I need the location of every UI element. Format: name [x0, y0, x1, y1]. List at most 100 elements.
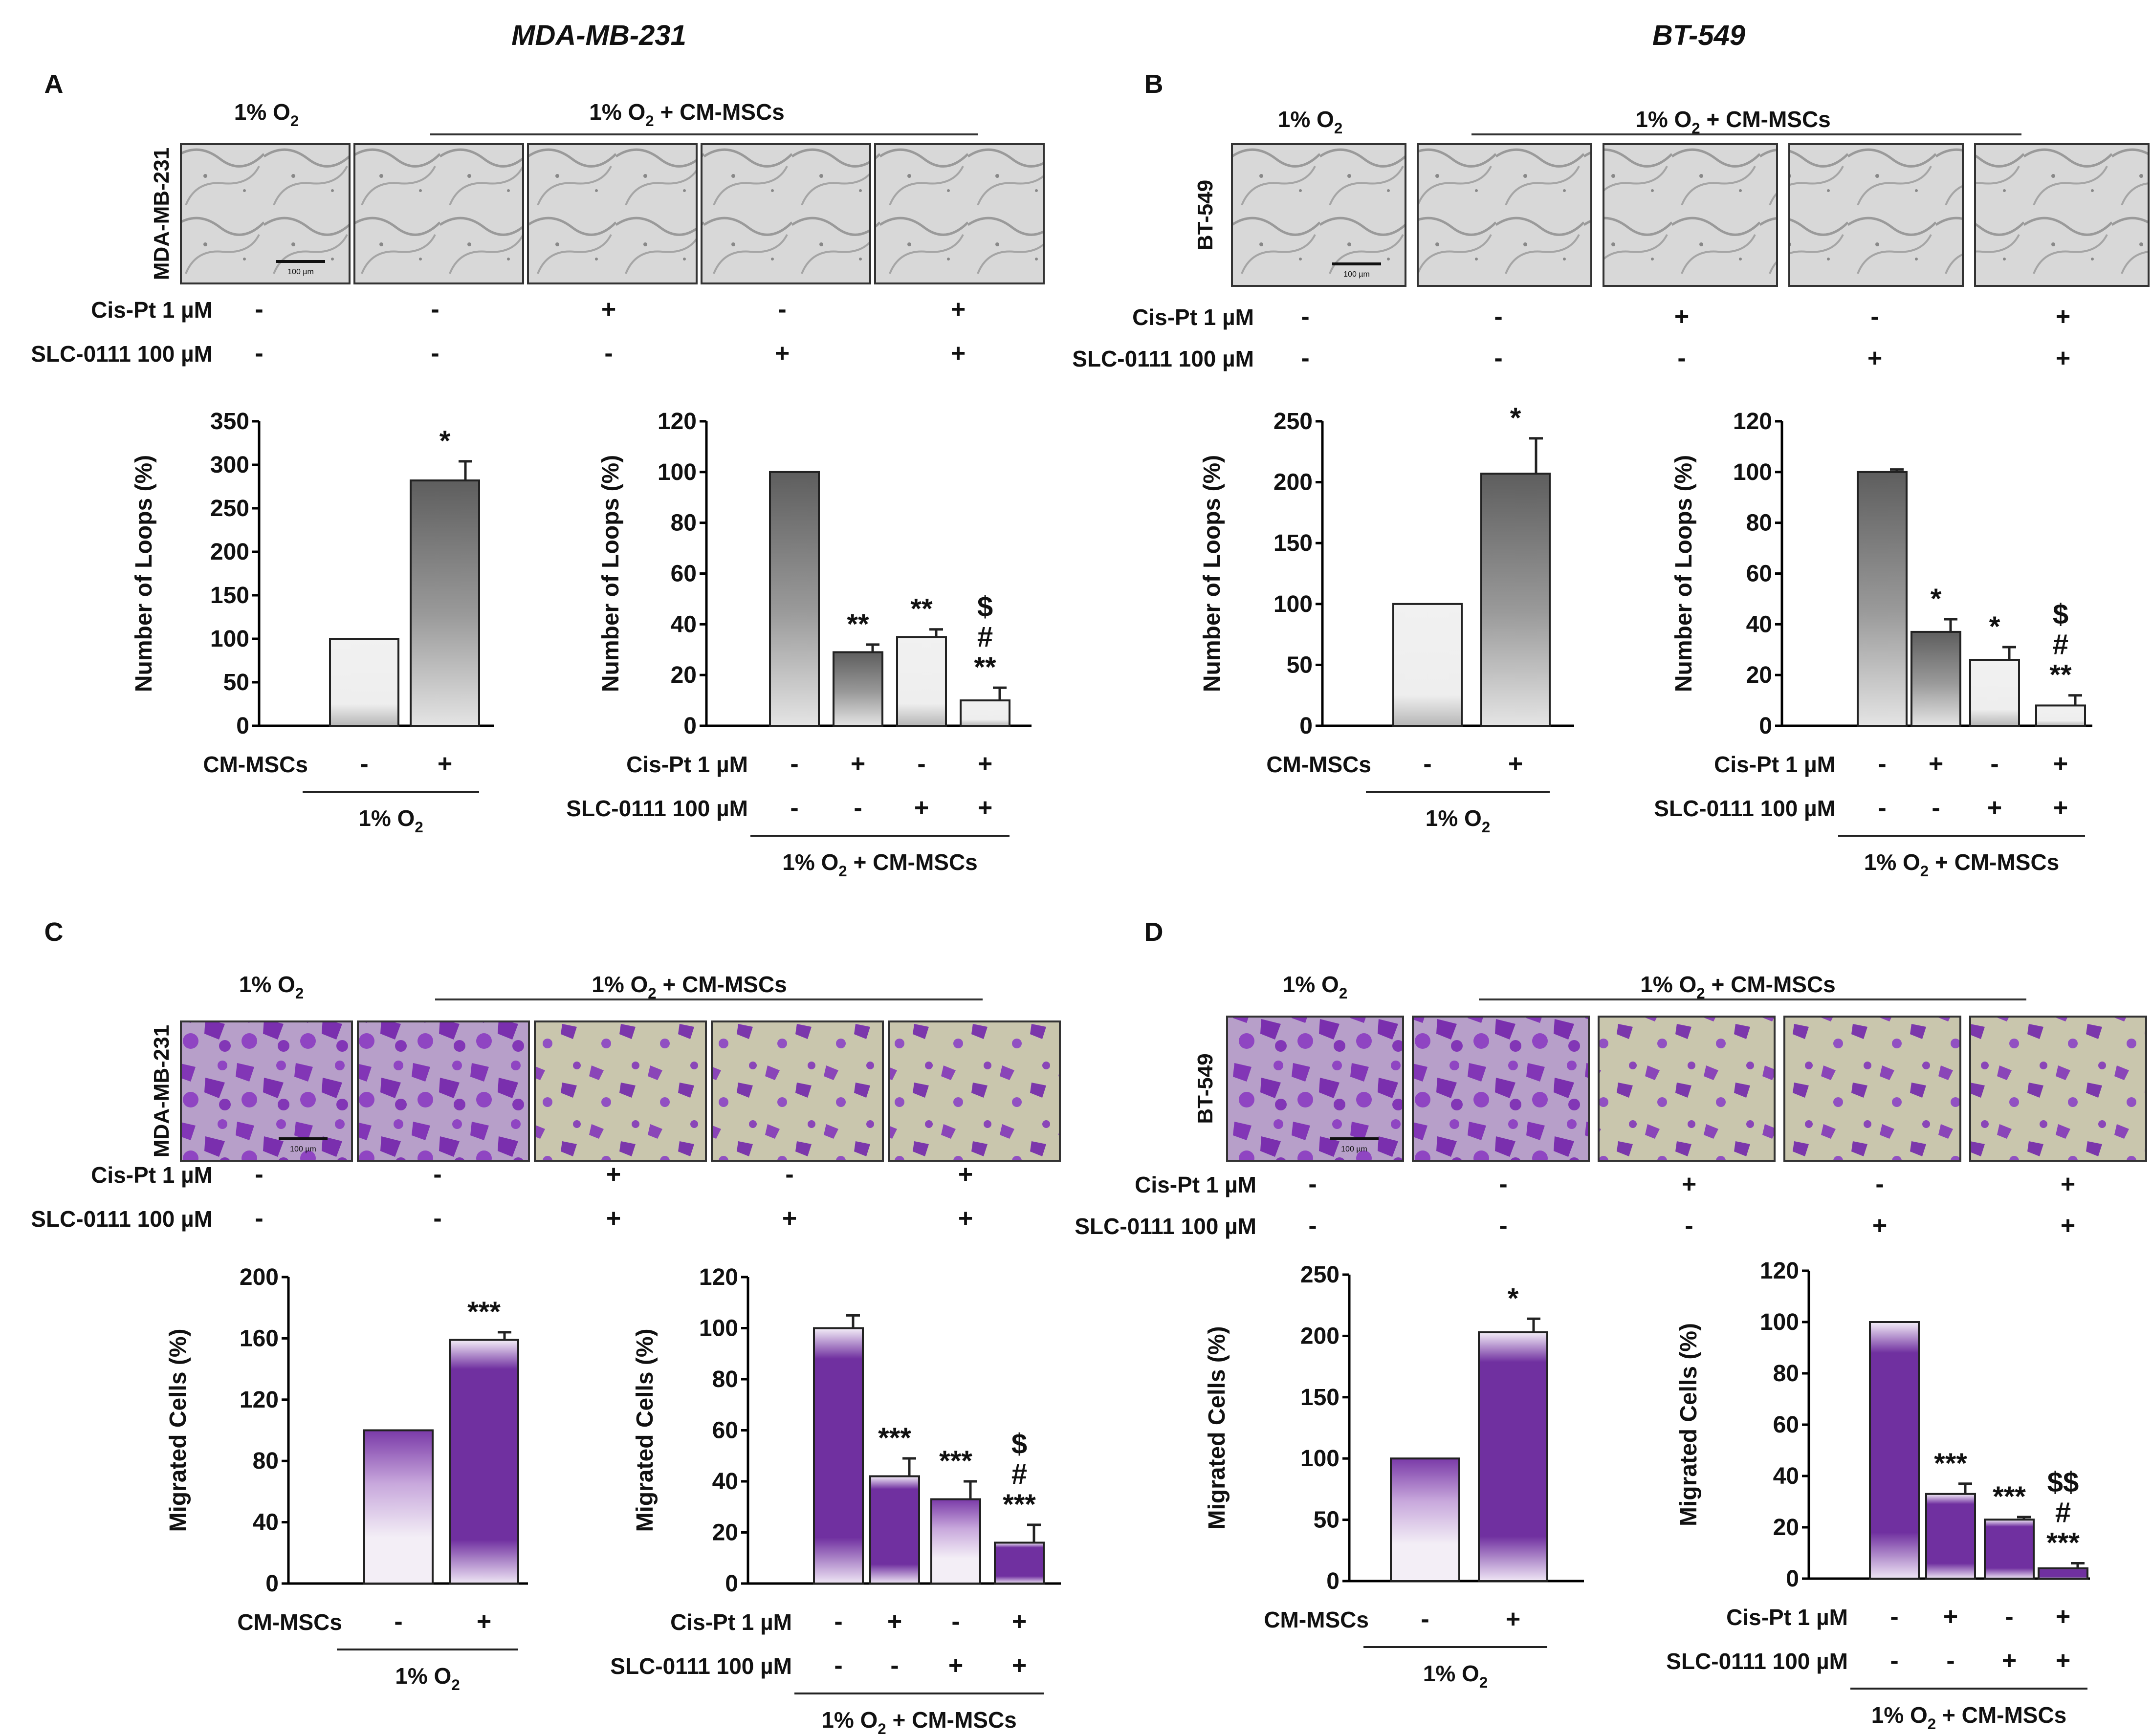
bar-1 — [1390, 1457, 1460, 1582]
chart-b1: Number of Loops (%) 0 50 100 150 200 250 * CM-MS… — [1199, 402, 1574, 836]
micrograph-2 — [1417, 143, 1592, 287]
group-label: 1% O2 — [1426, 805, 1490, 836]
photo-group-label-rest: 1% O2 + CM-MSCs — [589, 99, 785, 130]
chart-a1: Number of Loops (%) 0 50 100 150 200 250 300 350… — [131, 409, 494, 836]
significance-mark: # — [1011, 1458, 1027, 1490]
micrograph-image — [358, 1021, 529, 1161]
photo-group-label-rest: 1% O2 + CM-MSCs — [1635, 107, 1831, 137]
treatment-sign: - — [604, 339, 613, 368]
treatment-sign: + — [951, 339, 966, 368]
y-axis-label: Migrated Cells (%) — [1676, 1323, 1702, 1526]
treatment-sign: - — [1875, 1170, 1884, 1198]
micrograph-frame — [711, 1020, 884, 1162]
chart-d1: Migrated Cells (%) 0 50 100 150 200 250 * CM-MSC… — [1204, 1262, 1584, 1691]
micrograph-frame — [534, 1020, 707, 1162]
y-tick-label: 0 — [236, 713, 249, 739]
chart-row-sign: + — [2056, 1647, 2070, 1675]
chart-row-sign: + — [1506, 1605, 1520, 1633]
micrograph-3 — [527, 143, 698, 284]
y-tick-label: 80 — [253, 1448, 279, 1474]
chart-row-sign: + — [1012, 1607, 1027, 1636]
y-tick-label: 100 — [1760, 1309, 1799, 1335]
treatment-sign: - — [431, 295, 439, 324]
micrograph-image — [702, 144, 870, 283]
micrograph-image — [1784, 1017, 1960, 1161]
y-tick-label: 40 — [712, 1469, 738, 1495]
treatment-sign: + — [2056, 303, 2070, 331]
treatment-sign: + — [1682, 1170, 1696, 1198]
group-label: 1% O2 + CM-MSCs — [782, 849, 978, 880]
group-label: 1% O2 — [395, 1663, 460, 1693]
treatment-sign: - — [1499, 1212, 1507, 1240]
significance-mark: # — [2055, 1497, 2071, 1529]
y-tick-label: 60 — [1746, 561, 1772, 587]
group-label: 1% O2 + CM-MSCs — [1864, 849, 2060, 880]
title-bt: BT-549 — [1652, 20, 1745, 51]
chart-row-sign: - — [790, 750, 798, 778]
bar-4 — [2038, 1567, 2088, 1580]
y-tick-label: 150 — [1274, 530, 1313, 556]
chart-row-sign: + — [1012, 1651, 1027, 1680]
y-tick-label: 200 — [1300, 1323, 1340, 1349]
chart-row-sign: - — [1421, 1605, 1429, 1633]
chart-row-sign: - — [1423, 750, 1431, 778]
micrograph-3 — [534, 1020, 707, 1162]
y-tick-label: 60 — [1773, 1412, 1799, 1438]
significance-mark: * — [1931, 583, 1942, 615]
treatment-sign: - — [255, 1160, 263, 1189]
photo-group-label-first: 1% O2 — [239, 972, 304, 1002]
title-mda: MDA-MB-231 — [511, 20, 686, 51]
bar-1 — [1392, 603, 1463, 727]
cell-line-label: MDA-MB-231 — [150, 148, 174, 280]
chart-row-sign: + — [914, 794, 929, 822]
y-axis-label: Number of Loops (%) — [598, 455, 624, 692]
y-tick-label: 40 — [253, 1510, 279, 1536]
significance-mark: * — [1989, 611, 2000, 643]
treatment-sign: + — [2061, 1170, 2075, 1198]
chart-row-sign: + — [948, 1651, 963, 1680]
chart-row-sign: + — [1943, 1603, 1958, 1631]
micrograph-image — [889, 1021, 1060, 1161]
y-tick-label: 80 — [671, 510, 697, 536]
bar-1 — [1857, 471, 1908, 727]
micrograph-frame — [701, 143, 871, 284]
micrograph-image — [1227, 1017, 1403, 1161]
scale-bar-label: 100 µm — [290, 1145, 316, 1153]
treatment-sign: - — [1308, 1170, 1317, 1198]
chart-row-sign: - — [1878, 794, 1886, 822]
micrograph-frame — [1974, 143, 2150, 287]
treatment-sign: + — [606, 1204, 621, 1233]
chart-row-sign: + — [978, 750, 992, 778]
micrograph-image — [1603, 144, 1777, 286]
bar-1 — [329, 638, 399, 727]
treatment-sign: - — [433, 1160, 441, 1189]
micrograph-5 — [874, 143, 1045, 284]
chart-row-sign: - — [854, 794, 862, 822]
micrograph-frame — [1417, 143, 1592, 287]
bar-2 — [410, 479, 480, 727]
treatment-row-label: Cis-Pt 1 µM — [91, 1162, 213, 1188]
chart-row-sign: + — [978, 794, 992, 822]
y-tick-label: 250 — [1300, 1262, 1340, 1288]
chart-d2: Migrated Cells (%) 0 20 40 60 80 100 120 *** *** *… — [1666, 1258, 2090, 1733]
y-tick-label: 0 — [1759, 713, 1772, 739]
y-tick-label: 100 — [699, 1316, 738, 1342]
micrograph-image — [1418, 144, 1591, 286]
micrograph-2 — [357, 1020, 530, 1162]
micrograph-4 — [701, 143, 871, 284]
y-tick-label: 150 — [210, 583, 249, 608]
micrograph-image — [1232, 144, 1405, 286]
treatment-sign: - — [255, 295, 263, 324]
y-tick-label: 40 — [1746, 611, 1772, 637]
panel-letter: D — [1144, 917, 1164, 947]
chart-row-sign: - — [394, 1607, 402, 1636]
micrograph-frame — [1969, 1016, 2147, 1162]
chart-row-sign: - — [1890, 1603, 1898, 1631]
treatment-sign: + — [958, 1204, 973, 1233]
y-tick-label: 150 — [1300, 1385, 1340, 1410]
chart-c1: Migrated Cells (%) 0 40 80 120 160 200 *** CM-MS… — [165, 1264, 528, 1693]
panel-letter: B — [1144, 69, 1164, 99]
micrograph-2 — [1412, 1016, 1590, 1162]
treatment-sign: + — [951, 295, 966, 324]
